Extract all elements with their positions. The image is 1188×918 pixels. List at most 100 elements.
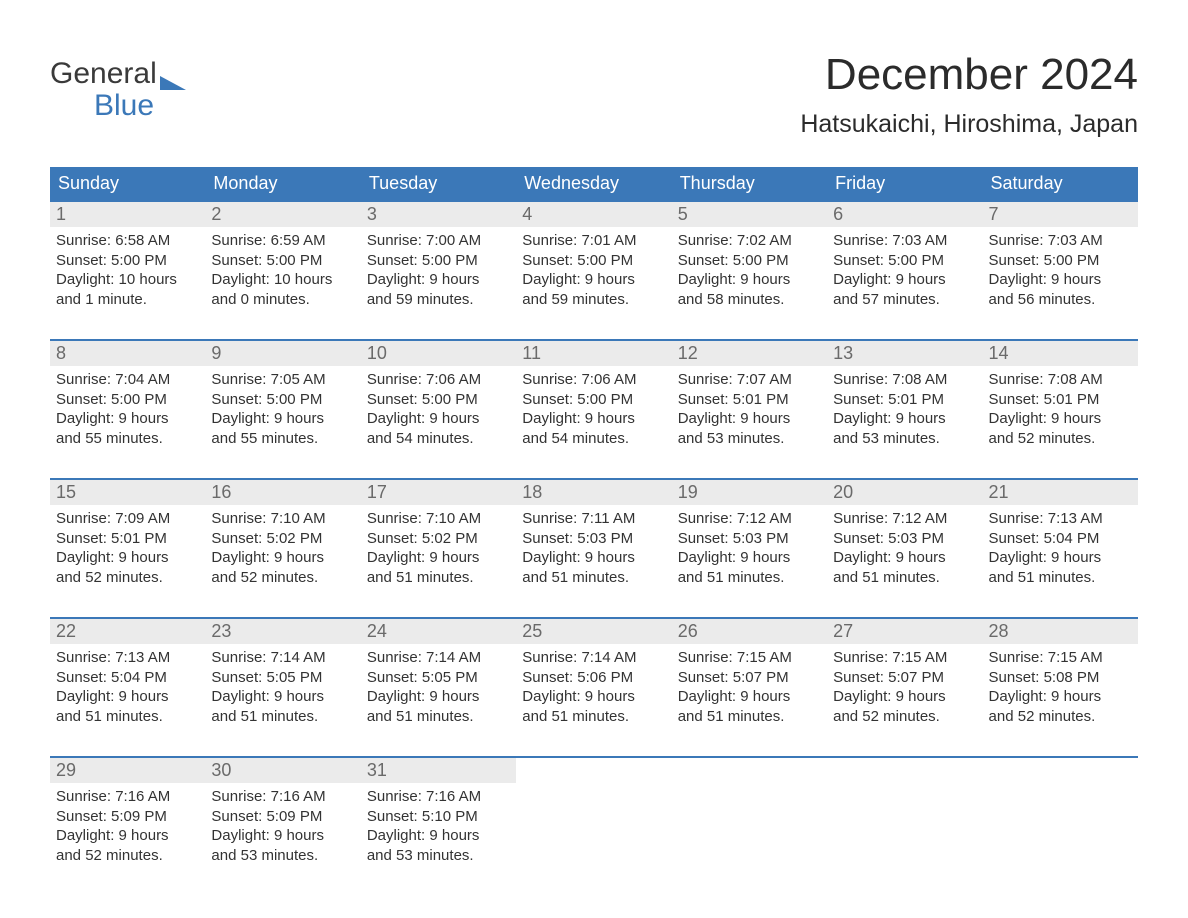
- calendar-day: 8Sunrise: 7:04 AMSunset: 5:00 PMDaylight…: [50, 341, 205, 454]
- day-details: Sunrise: 7:11 AMSunset: 5:03 PMDaylight:…: [516, 505, 671, 593]
- day-sunrise: Sunrise: 7:16 AM: [367, 787, 510, 807]
- day-details: Sunrise: 7:15 AMSunset: 5:08 PMDaylight:…: [983, 644, 1138, 732]
- day-number: 19: [672, 480, 827, 505]
- day-number: 12: [672, 341, 827, 366]
- day-sunset: Sunset: 5:00 PM: [989, 251, 1132, 271]
- day-number: 24: [361, 619, 516, 644]
- day-number: 2: [205, 202, 360, 227]
- day-sunrise: Sunrise: 7:13 AM: [989, 509, 1132, 529]
- dow-friday: Friday: [827, 167, 982, 200]
- day-details: Sunrise: 6:59 AMSunset: 5:00 PMDaylight:…: [205, 227, 360, 315]
- day-d1: Daylight: 9 hours: [989, 270, 1132, 290]
- day-sunset: Sunset: 5:00 PM: [56, 390, 199, 410]
- day-number: 31: [361, 758, 516, 783]
- day-sunrise: Sunrise: 7:16 AM: [56, 787, 199, 807]
- day-d2: and 57 minutes.: [833, 290, 976, 310]
- calendar-day: 20Sunrise: 7:12 AMSunset: 5:03 PMDayligh…: [827, 480, 982, 593]
- day-number: 17: [361, 480, 516, 505]
- day-sunrise: Sunrise: 7:08 AM: [989, 370, 1132, 390]
- day-d1: Daylight: 9 hours: [678, 409, 821, 429]
- calendar-day: 19Sunrise: 7:12 AMSunset: 5:03 PMDayligh…: [672, 480, 827, 593]
- day-sunrise: Sunrise: 7:16 AM: [211, 787, 354, 807]
- calendar-day: [672, 758, 827, 871]
- calendar-day: [827, 758, 982, 871]
- day-sunrise: Sunrise: 7:14 AM: [522, 648, 665, 668]
- day-details: Sunrise: 7:08 AMSunset: 5:01 PMDaylight:…: [827, 366, 982, 454]
- dow-header-row: Sunday Monday Tuesday Wednesday Thursday…: [50, 167, 1138, 200]
- day-details: Sunrise: 7:12 AMSunset: 5:03 PMDaylight:…: [827, 505, 982, 593]
- calendar-week: 1Sunrise: 6:58 AMSunset: 5:00 PMDaylight…: [50, 200, 1138, 315]
- brand-logo: General Blue: [50, 50, 186, 121]
- day-number: 3: [361, 202, 516, 227]
- day-sunrise: Sunrise: 7:08 AM: [833, 370, 976, 390]
- day-d1: Daylight: 9 hours: [367, 826, 510, 846]
- day-details: Sunrise: 7:06 AMSunset: 5:00 PMDaylight:…: [361, 366, 516, 454]
- day-d1: Daylight: 9 hours: [56, 687, 199, 707]
- day-sunrise: Sunrise: 7:04 AM: [56, 370, 199, 390]
- calendar-day: 25Sunrise: 7:14 AMSunset: 5:06 PMDayligh…: [516, 619, 671, 732]
- day-d1: Daylight: 9 hours: [833, 548, 976, 568]
- day-d2: and 0 minutes.: [211, 290, 354, 310]
- dow-sunday: Sunday: [50, 167, 205, 200]
- day-details: Sunrise: 7:04 AMSunset: 5:00 PMDaylight:…: [50, 366, 205, 454]
- day-sunset: Sunset: 5:03 PM: [678, 529, 821, 549]
- day-number: 28: [983, 619, 1138, 644]
- weeks-container: 1Sunrise: 6:58 AMSunset: 5:00 PMDaylight…: [50, 200, 1138, 871]
- calendar-day: 12Sunrise: 7:07 AMSunset: 5:01 PMDayligh…: [672, 341, 827, 454]
- day-sunset: Sunset: 5:01 PM: [833, 390, 976, 410]
- day-details: Sunrise: 7:03 AMSunset: 5:00 PMDaylight:…: [983, 227, 1138, 315]
- day-d1: Daylight: 9 hours: [678, 687, 821, 707]
- day-number: 21: [983, 480, 1138, 505]
- day-details: Sunrise: 7:10 AMSunset: 5:02 PMDaylight:…: [361, 505, 516, 593]
- day-d1: Daylight: 9 hours: [367, 687, 510, 707]
- day-d2: and 58 minutes.: [678, 290, 821, 310]
- day-sunset: Sunset: 5:09 PM: [211, 807, 354, 827]
- calendar-day: 3Sunrise: 7:00 AMSunset: 5:00 PMDaylight…: [361, 202, 516, 315]
- day-d1: Daylight: 9 hours: [211, 826, 354, 846]
- day-number: 5: [672, 202, 827, 227]
- brand-line1-row: General: [50, 58, 186, 90]
- day-d2: and 54 minutes.: [522, 429, 665, 449]
- day-sunset: Sunset: 5:00 PM: [367, 390, 510, 410]
- day-details: Sunrise: 6:58 AMSunset: 5:00 PMDaylight:…: [50, 227, 205, 315]
- day-d2: and 52 minutes.: [833, 707, 976, 727]
- calendar-day: 16Sunrise: 7:10 AMSunset: 5:02 PMDayligh…: [205, 480, 360, 593]
- day-sunrise: Sunrise: 7:02 AM: [678, 231, 821, 251]
- day-d2: and 52 minutes.: [56, 568, 199, 588]
- calendar-day: 11Sunrise: 7:06 AMSunset: 5:00 PMDayligh…: [516, 341, 671, 454]
- day-sunset: Sunset: 5:04 PM: [989, 529, 1132, 549]
- calendar-day: 29Sunrise: 7:16 AMSunset: 5:09 PMDayligh…: [50, 758, 205, 871]
- day-sunset: Sunset: 5:02 PM: [211, 529, 354, 549]
- day-d1: Daylight: 9 hours: [367, 548, 510, 568]
- day-details: Sunrise: 7:01 AMSunset: 5:00 PMDaylight:…: [516, 227, 671, 315]
- day-details: Sunrise: 7:10 AMSunset: 5:02 PMDaylight:…: [205, 505, 360, 593]
- calendar-day: 30Sunrise: 7:16 AMSunset: 5:09 PMDayligh…: [205, 758, 360, 871]
- day-d2: and 51 minutes.: [678, 707, 821, 727]
- day-d1: Daylight: 9 hours: [522, 270, 665, 290]
- day-d2: and 52 minutes.: [56, 846, 199, 866]
- day-number: 1: [50, 202, 205, 227]
- dow-tuesday: Tuesday: [361, 167, 516, 200]
- day-number: 20: [827, 480, 982, 505]
- day-sunset: Sunset: 5:10 PM: [367, 807, 510, 827]
- calendar-day: 13Sunrise: 7:08 AMSunset: 5:01 PMDayligh…: [827, 341, 982, 454]
- calendar-day: 31 Sunrise: 7:16 AMSunset: 5:10 PMDayligh…: [361, 758, 516, 871]
- day-details: Sunrise: 7:09 AMSunset: 5:01 PMDaylight:…: [50, 505, 205, 593]
- month-title: December 2024: [800, 50, 1138, 100]
- day-sunrise: Sunrise: 7:00 AM: [367, 231, 510, 251]
- day-d2: and 53 minutes.: [211, 846, 354, 866]
- day-d2: and 51 minutes.: [833, 568, 976, 588]
- day-sunset: Sunset: 5:04 PM: [56, 668, 199, 688]
- day-number: 10: [361, 341, 516, 366]
- day-sunrise: Sunrise: 7:14 AM: [367, 648, 510, 668]
- calendar-day: [983, 758, 1138, 871]
- day-d1: Daylight: 9 hours: [678, 270, 821, 290]
- day-d1: Daylight: 9 hours: [522, 548, 665, 568]
- day-details: Sunrise: 7:13 AMSunset: 5:04 PMDaylight:…: [983, 505, 1138, 593]
- day-sunset: Sunset: 5:01 PM: [56, 529, 199, 549]
- calendar-day: [516, 758, 671, 871]
- day-d1: Daylight: 9 hours: [211, 687, 354, 707]
- day-details: Sunrise: 7:14 AMSunset: 5:05 PMDaylight:…: [361, 644, 516, 732]
- title-block: December 2024 Hatsukaichi, Hiroshima, Ja…: [800, 50, 1138, 139]
- day-d2: and 51 minutes.: [522, 568, 665, 588]
